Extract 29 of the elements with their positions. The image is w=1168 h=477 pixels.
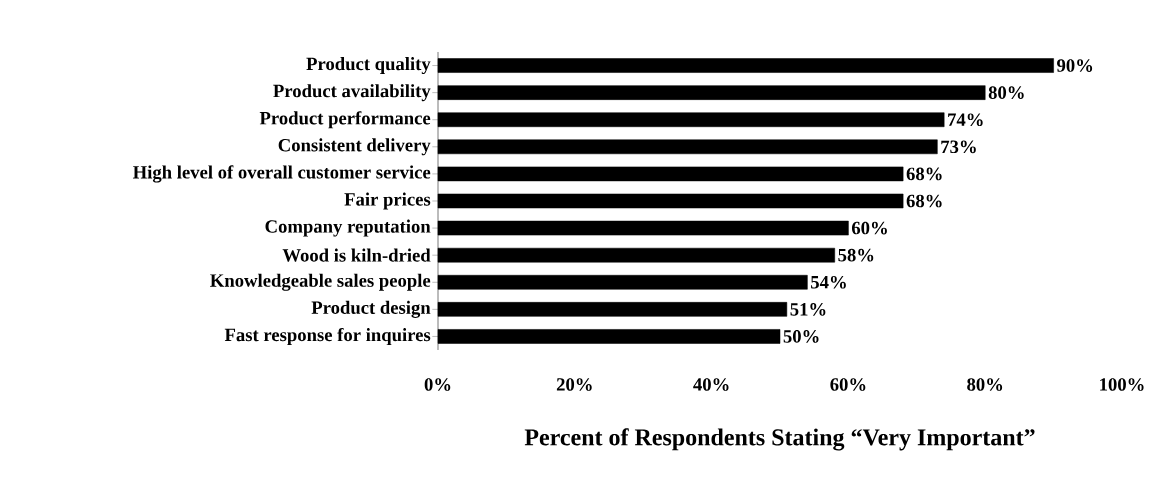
y-tick-label: Consistent delivery: [278, 138, 431, 156]
y-tick-label: High level of overall customer service: [132, 165, 431, 183]
y-tick-label: Product design: [311, 300, 431, 318]
x-tick-label: 40%: [693, 378, 729, 391]
data-label: 74%: [948, 113, 983, 127]
y-tick-label: Knowledgeable sales people: [210, 273, 431, 291]
data-label: 58%: [838, 248, 874, 262]
x-tick-label: 20%: [556, 378, 592, 391]
x-tick-label: 0%: [424, 378, 451, 391]
y-tick-label: Company reputation: [265, 219, 431, 237]
data-label: 54%: [811, 275, 846, 289]
y-tick-label: Product performance: [259, 111, 431, 129]
data-label: 68%: [906, 194, 942, 208]
x-tick-label: 60%: [830, 378, 866, 391]
y-tick-label: Fast response for inquires: [224, 327, 431, 345]
y-tick-label: Fair prices: [344, 192, 431, 210]
data-label: 50%: [783, 330, 819, 343]
data-label: 80%: [988, 86, 1024, 99]
data-label: 73%: [941, 140, 976, 154]
data-label: 51%: [790, 303, 826, 316]
y-tick-label: Product quality: [306, 57, 431, 75]
x-axis-title: Percent of Respondents Stating “Very Important”: [524, 428, 1035, 451]
data-label: 90%: [1057, 59, 1093, 72]
x-tick-label: 100%: [1100, 378, 1144, 391]
y-tick-label: Product availability: [273, 84, 431, 102]
y-tick-label: Wood is kiln-dried: [282, 248, 431, 262]
data-label: 68%: [906, 167, 942, 181]
data-label: 60%: [851, 221, 887, 235]
x-tick-label: 80%: [967, 378, 1003, 391]
